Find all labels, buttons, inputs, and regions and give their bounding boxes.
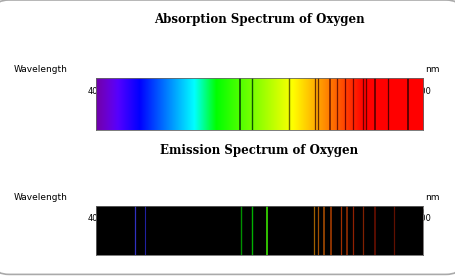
- Text: Wavelength: Wavelength: [14, 193, 67, 202]
- Text: nm: nm: [425, 66, 440, 74]
- Text: Wavelength: Wavelength: [14, 66, 67, 74]
- Text: nm: nm: [425, 193, 440, 202]
- Text: Absorption Spectrum of Oxygen: Absorption Spectrum of Oxygen: [154, 13, 364, 25]
- Text: Emission Spectrum of Oxygen: Emission Spectrum of Oxygen: [160, 144, 359, 157]
